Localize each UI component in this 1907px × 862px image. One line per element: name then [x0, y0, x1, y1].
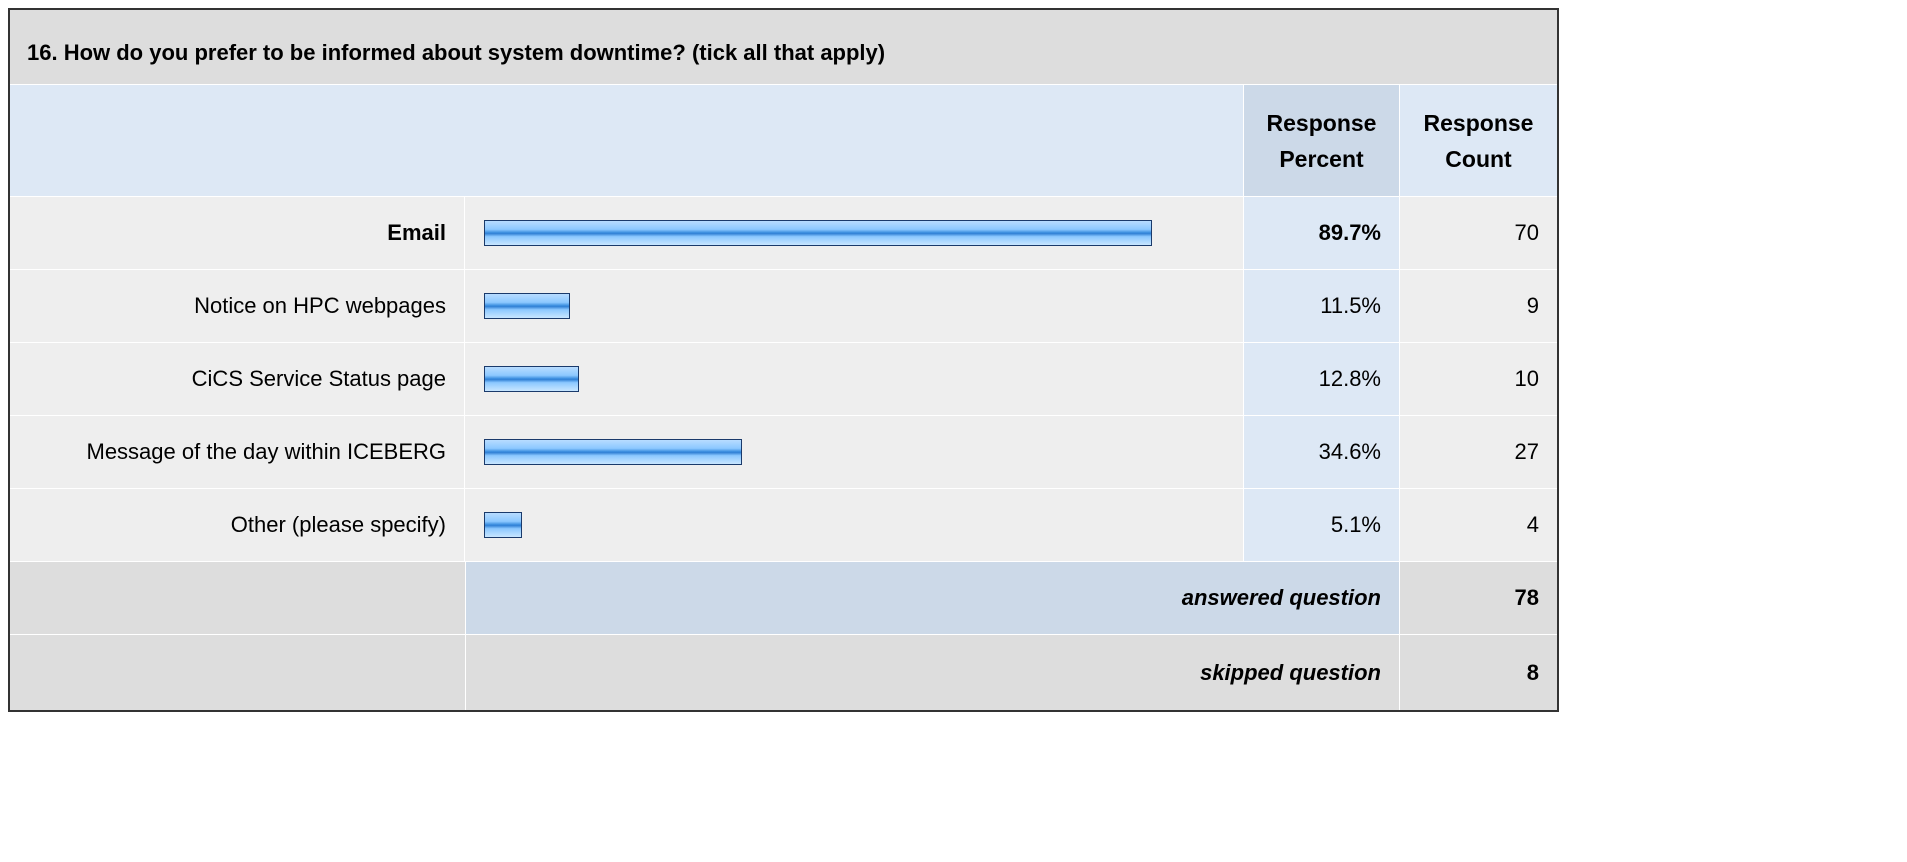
response-bar — [484, 293, 570, 319]
answered-spacer — [10, 562, 466, 634]
bar-area — [466, 197, 1243, 269]
answer-label: Notice on HPC webpages — [10, 270, 465, 342]
response-count-header-line1: Response — [1423, 109, 1534, 136]
answer-label: Other (please specify) — [10, 489, 465, 561]
answer-row: CiCS Service Status page 12.8% 10 — [10, 343, 1557, 416]
response-count: 10 — [1399, 343, 1557, 415]
answer-row: Notice on HPC webpages 11.5% 9 — [10, 270, 1557, 343]
answered-question-row: answered question 78 — [10, 562, 1557, 635]
question-title-row: 16. How do you prefer to be informed abo… — [10, 10, 1557, 85]
skipped-spacer — [10, 635, 466, 710]
bar-area — [466, 343, 1243, 415]
response-count: 27 — [1399, 416, 1557, 488]
response-percent: 12.8% — [1243, 343, 1399, 415]
bar-area — [466, 416, 1243, 488]
response-bar — [484, 366, 579, 392]
skipped-question-label: skipped question — [466, 635, 1399, 710]
response-count: 70 — [1399, 197, 1557, 269]
answer-row: Other (please specify) 5.1% 4 — [10, 489, 1557, 562]
response-percent: 11.5% — [1243, 270, 1399, 342]
skipped-question-row: skipped question 8 — [10, 635, 1557, 710]
answer-label: Email — [10, 197, 465, 269]
response-count-header: Response Count — [1399, 85, 1557, 196]
answer-label: CiCS Service Status page — [10, 343, 465, 415]
response-count: 4 — [1399, 489, 1557, 561]
response-percent: 89.7% — [1243, 197, 1399, 269]
response-percent: 5.1% — [1243, 489, 1399, 561]
question-title: 16. How do you prefer to be informed abo… — [27, 40, 886, 65]
response-count: 9 — [1399, 270, 1557, 342]
bar-area — [466, 489, 1243, 561]
response-percent: 34.6% — [1243, 416, 1399, 488]
answer-row: Email 89.7% 70 — [10, 197, 1557, 270]
response-bar — [484, 512, 522, 538]
response-percent-header-line2: Percent — [1279, 145, 1364, 172]
survey-question-panel: 16. How do you prefer to be informed abo… — [8, 8, 1559, 712]
answer-row: Message of the day within ICEBERG 34.6% 27 — [10, 416, 1557, 489]
response-bar — [484, 220, 1152, 246]
column-header-row: Response Percent Response Count — [10, 85, 1557, 197]
response-count-header-line2: Count — [1445, 145, 1512, 172]
answer-label: Message of the day within ICEBERG — [10, 416, 465, 488]
response-percent-header: Response Percent — [1243, 85, 1399, 196]
response-percent-header-line1: Response — [1266, 109, 1377, 136]
response-bar — [484, 439, 742, 465]
skipped-question-value: 8 — [1399, 635, 1557, 710]
answered-question-value: 78 — [1399, 562, 1557, 634]
bar-area — [466, 270, 1243, 342]
answered-question-label: answered question — [466, 562, 1399, 634]
